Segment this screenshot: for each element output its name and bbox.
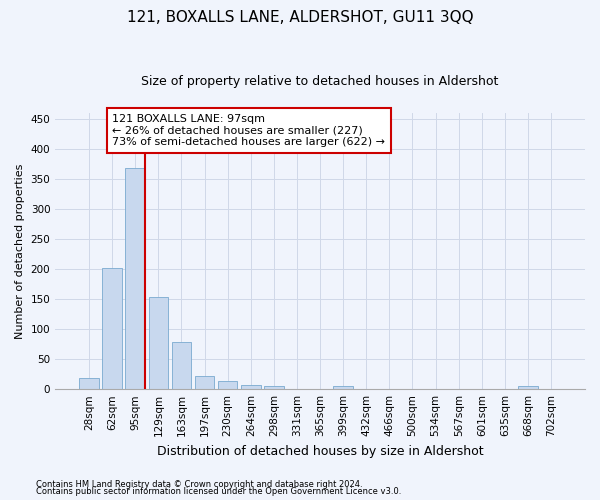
X-axis label: Distribution of detached houses by size in Aldershot: Distribution of detached houses by size … [157,444,484,458]
Bar [241,385,260,389]
Bar [195,376,214,389]
Bar [125,168,145,389]
Bar [264,386,284,389]
Bar [79,378,99,389]
Bar [218,381,238,389]
Y-axis label: Number of detached properties: Number of detached properties [15,164,25,338]
Bar [334,386,353,389]
Title: Size of property relative to detached houses in Aldershot: Size of property relative to detached ho… [142,75,499,88]
Text: 121, BOXALLS LANE, ALDERSHOT, GU11 3QQ: 121, BOXALLS LANE, ALDERSHOT, GU11 3QQ [127,10,473,25]
Bar [172,342,191,389]
Bar [103,268,122,389]
Text: Contains public sector information licensed under the Open Government Licence v3: Contains public sector information licen… [36,487,401,496]
Text: Contains HM Land Registry data © Crown copyright and database right 2024.: Contains HM Land Registry data © Crown c… [36,480,362,489]
Bar [518,386,538,389]
Bar [149,296,168,389]
Text: 121 BOXALLS LANE: 97sqm
← 26% of detached houses are smaller (227)
73% of semi-d: 121 BOXALLS LANE: 97sqm ← 26% of detache… [112,114,385,147]
